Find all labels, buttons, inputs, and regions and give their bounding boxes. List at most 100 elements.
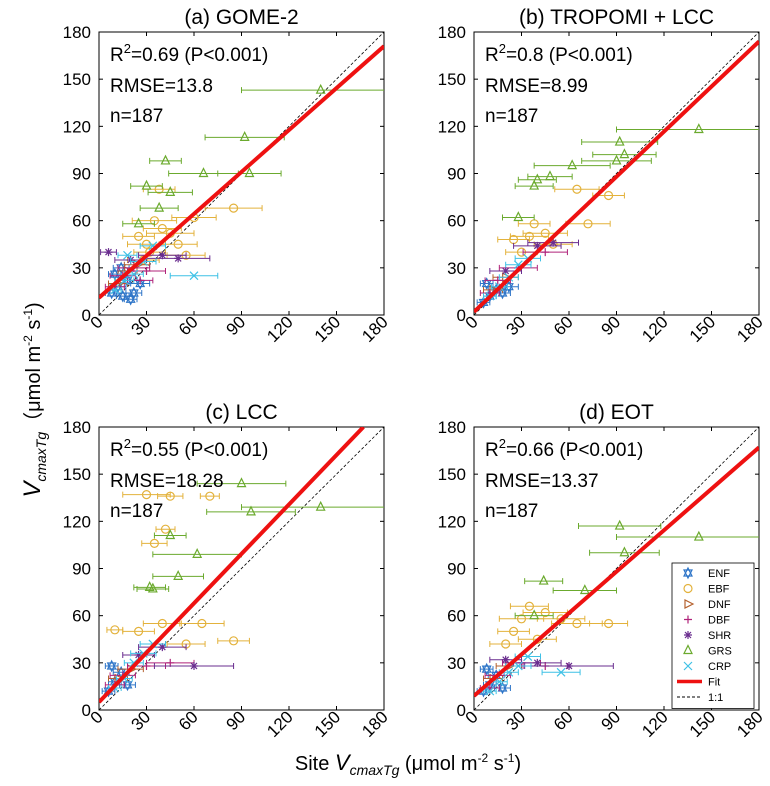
data-point <box>529 179 540 190</box>
y-tick-label: 150 <box>63 70 91 89</box>
error-bar <box>509 603 549 610</box>
data-point <box>141 490 152 500</box>
data-point <box>104 248 113 257</box>
panel-title: (c) LCC <box>205 401 277 424</box>
data-point <box>158 251 167 260</box>
legend-swatch <box>683 661 693 671</box>
error-bar <box>489 640 522 647</box>
series-grs <box>122 83 384 228</box>
data-point <box>533 241 542 250</box>
error-bar <box>152 573 204 580</box>
panels: (a) GOME-2 0 30 60 90 120 150 180 0 30 60 90 120 150 1… <box>63 6 767 741</box>
data-point <box>549 238 558 247</box>
y-tick-label: 90 <box>72 165 91 184</box>
data-point <box>545 170 555 181</box>
data-point <box>529 609 540 620</box>
data-point <box>173 239 183 249</box>
error-bar <box>527 173 573 180</box>
error-bar <box>168 170 239 177</box>
legend-label: ENF <box>708 568 730 580</box>
error-bar <box>136 585 170 592</box>
rmse-text: RMSE=13.8 <box>110 76 213 97</box>
error-bar <box>522 230 568 237</box>
x-tick-label: 150 <box>311 312 344 345</box>
data-point <box>133 231 144 241</box>
data-point <box>174 254 183 263</box>
data-point <box>513 661 523 671</box>
error-bar <box>196 480 287 487</box>
y-tick-label: 0 <box>457 306 466 325</box>
error-bar <box>517 176 557 183</box>
data-point <box>513 211 524 222</box>
error-bar <box>217 637 250 644</box>
error-bar <box>616 534 759 541</box>
x-tick-label: 60 <box>550 312 577 339</box>
data-point <box>106 659 117 673</box>
data-point <box>693 123 704 134</box>
series-ebf <box>489 601 629 649</box>
data-point <box>157 618 167 629</box>
data-point <box>579 584 590 595</box>
data-point <box>538 574 549 585</box>
data-point <box>540 607 550 618</box>
y-tick-label: 180 <box>438 23 466 42</box>
data-point <box>603 618 614 629</box>
x-tick-label: 60 <box>175 312 202 339</box>
data-point <box>165 186 176 196</box>
legend-label: DBF <box>708 615 730 627</box>
legend-label: 1:1 <box>708 692 723 704</box>
x-tick-label: 90 <box>598 707 625 734</box>
y-axis-label: VcmaxTg（μmol m-2 s-1) <box>19 302 49 497</box>
stats-annotation: R2=0.66 (P<0.001) RMSE=13.37 n=187 <box>485 436 643 522</box>
data-point <box>158 643 167 652</box>
data-point <box>614 519 625 530</box>
x-tick-label: 120 <box>638 707 671 740</box>
error-bar <box>157 493 184 500</box>
legend-label: DNF <box>708 599 731 611</box>
error-bar <box>479 280 494 287</box>
legend-label: GRS <box>708 646 732 658</box>
data-point <box>693 530 704 541</box>
data-point <box>157 223 167 234</box>
data-point <box>315 500 326 511</box>
y-tick-label: 60 <box>72 212 91 231</box>
y-tick-label: 90 <box>447 560 466 579</box>
legend-box <box>671 562 755 709</box>
data-point <box>228 203 239 213</box>
data-point <box>567 159 578 170</box>
r2-text: R2=0.8 (P<0.001) <box>485 41 633 66</box>
panel-title: (b) TROPOMI + LCC <box>519 6 714 29</box>
error-bar <box>554 186 600 193</box>
error-bar <box>122 491 171 498</box>
series-grs <box>502 123 759 222</box>
panel-title: (a) GOME-2 <box>184 6 298 29</box>
error-bar <box>514 612 554 619</box>
x-tick-label: 150 <box>686 312 719 345</box>
rmse-text: RMSE=13.37 <box>485 471 599 492</box>
error-bar <box>141 540 168 547</box>
error-bar <box>578 523 662 530</box>
error-bar <box>130 183 163 190</box>
data-point <box>244 167 255 178</box>
error-bar <box>171 214 217 221</box>
data-point <box>572 618 582 629</box>
x-tick-label: 30 <box>128 312 155 339</box>
error-bar <box>502 214 535 221</box>
data-point <box>160 524 171 534</box>
data-point <box>611 154 622 165</box>
data-point <box>198 167 209 178</box>
data-point <box>481 662 492 676</box>
x-tick-label: 90 <box>223 312 250 339</box>
n-text: n=187 <box>110 501 163 522</box>
data-point <box>125 292 136 306</box>
error-bar <box>241 504 384 511</box>
legend: ENF EBF DNF DBF SHR GRS CRP Fit 1:1 <box>671 562 755 709</box>
data-point <box>190 661 198 670</box>
error-bar <box>139 205 179 212</box>
error-bar <box>155 526 176 533</box>
x-tick-label: 90 <box>598 312 625 339</box>
data-point <box>147 582 158 593</box>
x-tick-label: 120 <box>263 312 296 345</box>
